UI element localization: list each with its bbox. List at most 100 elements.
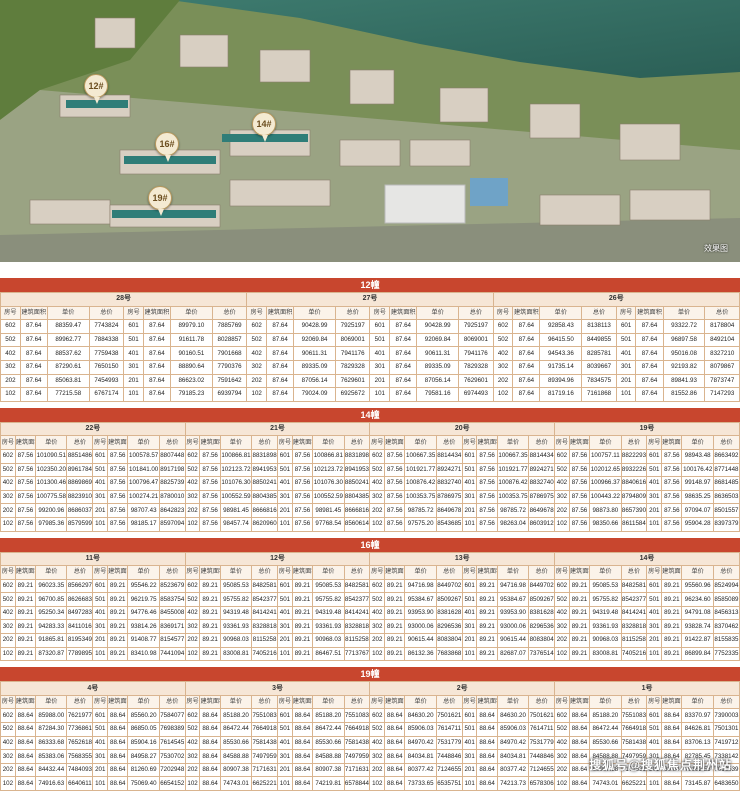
- table-cell: 89.21: [107, 646, 129, 662]
- table-cell: 8794809: [620, 489, 648, 505]
- column-header: 总价: [158, 694, 186, 710]
- table-cell: 601: [646, 708, 663, 724]
- table-cell: 87.64: [635, 346, 664, 361]
- table-cell: 202: [246, 373, 268, 389]
- table-cell: 8455008: [158, 605, 186, 621]
- table-cell: 7759438: [88, 346, 125, 361]
- table-cell: 87.56: [107, 516, 129, 532]
- column-header: 单价: [312, 565, 345, 580]
- table-cell: 87.56: [661, 448, 683, 464]
- table-cell: 87.64: [512, 373, 541, 389]
- column-header: 单价: [293, 305, 336, 321]
- table-cell: 87.56: [14, 476, 37, 491]
- table-cell: 95755.82: [589, 592, 622, 607]
- table-cell: 87.56: [384, 448, 406, 464]
- table-cell: 7664918: [620, 722, 648, 737]
- table-cell: 88.64: [107, 722, 129, 737]
- table-cell: 7652618: [66, 735, 94, 751]
- table-row: 202 89.21 91865.81 8195349 201 89.21 91408.77 8…: [0, 633, 740, 648]
- unit-group-name: 14号: [554, 551, 740, 567]
- table-cell: 101076.30: [312, 476, 345, 491]
- table-cell: 88.64: [107, 735, 129, 751]
- table-cell: 88.64: [476, 708, 498, 724]
- table-cell: 87.56: [476, 489, 498, 505]
- column-header: 总价: [620, 694, 648, 710]
- table-cell: 87.56: [14, 516, 37, 532]
- table-cell: 88.64: [199, 722, 221, 737]
- table-cell: 501: [461, 722, 478, 737]
- table-cell: 8924271: [528, 462, 556, 478]
- table-cell: 95560.96: [681, 578, 714, 594]
- column-header: 总价: [251, 435, 279, 450]
- table-cell: 8597094: [158, 516, 186, 532]
- table-cell: 7752335: [712, 646, 740, 662]
- column-header: 总价: [343, 435, 371, 450]
- table-cell: 601: [92, 578, 109, 594]
- table-cell: 8823910: [66, 489, 94, 505]
- table-cell: 8411016: [66, 619, 94, 635]
- table-cell: 602: [0, 578, 16, 594]
- table-cell: 88.64: [476, 762, 498, 778]
- table-cell: 87.64: [142, 346, 171, 361]
- table-cell: 84034.81: [496, 749, 530, 764]
- table-cell: 86132.36: [404, 646, 437, 662]
- table-cell: 93000.06: [496, 619, 530, 635]
- unit-group-name: 4号: [0, 681, 186, 696]
- column-header: 建筑面积: [568, 565, 591, 580]
- table-cell: 87.56: [199, 476, 221, 491]
- table-cell: 101: [461, 646, 478, 662]
- table-cell: 89.21: [291, 578, 314, 594]
- table-cell: 86333.68: [35, 735, 68, 751]
- table-cell: 85063.81: [46, 373, 90, 389]
- table-cell: 79024.09: [293, 387, 336, 402]
- table-row: 202 87.64 85063.81 7454993 201 87.64 86623.02 7…: [0, 373, 740, 389]
- table-cell: 87.56: [568, 516, 591, 532]
- table-cell: 6767174: [88, 387, 125, 402]
- table-cell: 301: [369, 359, 391, 375]
- table-cell: 95384.67: [496, 592, 530, 607]
- unit-group-name: 12号: [184, 551, 371, 567]
- table-cell: 202: [554, 503, 570, 518]
- table-cell: 602: [184, 578, 201, 594]
- column-header: 单价: [312, 435, 345, 450]
- table-cell: 89.21: [291, 592, 314, 607]
- column-header: 房号: [369, 305, 391, 321]
- table-cell: 100552.59: [312, 489, 345, 505]
- building-section: 12幢 28号 27号 26号 房号 建筑面积 单价 总价 房号 建筑面积 单价 总价 房号 建筑面积 单价…: [0, 278, 740, 402]
- table-cell: 87.64: [635, 387, 664, 402]
- table-cell: 502: [492, 332, 514, 348]
- table-cell: 302: [0, 489, 16, 505]
- column-header: 房号: [646, 435, 663, 450]
- table-cell: 302: [554, 619, 570, 635]
- table-cell: 83008.81: [219, 646, 253, 662]
- table-cell: 502: [554, 462, 570, 478]
- table-cell: 7501301: [712, 722, 740, 737]
- table-cell: 401: [461, 735, 478, 751]
- table-cell: 86472.44: [589, 722, 622, 737]
- table-cell: 87.64: [142, 319, 171, 334]
- table-cell: 401: [461, 476, 478, 491]
- table-cell: 502: [184, 722, 201, 737]
- unit-group-name: 27号: [246, 292, 494, 307]
- table-cell: 88.64: [14, 762, 37, 778]
- table-cell: 8482581: [620, 578, 648, 594]
- table-cell: 89.21: [568, 633, 591, 648]
- table-cell: 302: [369, 749, 386, 764]
- table-cell: 302: [0, 749, 16, 764]
- table-cell: 98457.74: [219, 516, 253, 532]
- table-cell: 87.64: [512, 332, 541, 348]
- table-cell: 401: [646, 476, 663, 491]
- column-header: 建筑面积: [14, 565, 37, 580]
- table-cell: 8560614: [343, 516, 371, 532]
- table-cell: 97985.36: [35, 516, 68, 532]
- table-cell: 87.64: [19, 346, 48, 361]
- column-header: 建筑面积: [14, 435, 37, 450]
- table-cell: 88.64: [199, 762, 221, 778]
- table-cell: 601: [369, 319, 391, 334]
- table-cell: 8543685: [435, 516, 463, 532]
- table-cell: 93361.93: [589, 619, 622, 635]
- table-cell: 100796.47: [127, 476, 160, 491]
- table-cell: 8869869: [66, 476, 94, 491]
- table-cell: 502: [369, 722, 386, 737]
- table-cell: 100578.57: [127, 448, 160, 464]
